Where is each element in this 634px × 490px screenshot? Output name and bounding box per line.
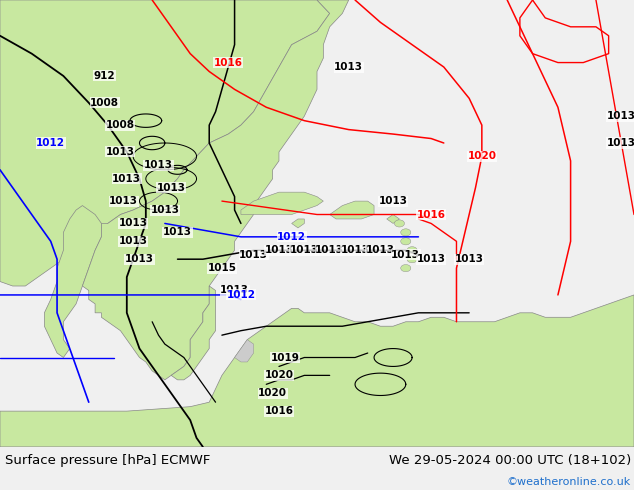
- Text: 1013: 1013: [378, 196, 408, 206]
- Text: 1013: 1013: [334, 62, 363, 72]
- Circle shape: [401, 229, 411, 236]
- Text: 1016: 1016: [214, 57, 243, 68]
- Text: 1013: 1013: [607, 138, 634, 148]
- Text: 1013: 1013: [163, 227, 192, 237]
- Text: 1013: 1013: [607, 111, 634, 121]
- Text: 1013: 1013: [340, 245, 370, 255]
- Circle shape: [401, 265, 411, 271]
- Text: 1013: 1013: [109, 196, 138, 206]
- Text: 1013: 1013: [125, 254, 154, 264]
- Text: We 29-05-2024 00:00 UTC (18+102): We 29-05-2024 00:00 UTC (18+102): [389, 454, 631, 467]
- Text: 1020: 1020: [467, 151, 496, 161]
- Polygon shape: [0, 0, 330, 286]
- Polygon shape: [171, 286, 216, 380]
- Text: 1020: 1020: [258, 388, 287, 398]
- Text: 1013: 1013: [417, 254, 446, 264]
- Text: 1013: 1013: [150, 205, 179, 215]
- Text: 1013: 1013: [106, 147, 135, 157]
- Text: 1013: 1013: [119, 236, 148, 246]
- Text: 1013: 1013: [144, 160, 173, 171]
- Polygon shape: [330, 201, 374, 219]
- Text: 1013: 1013: [112, 174, 141, 184]
- Polygon shape: [44, 206, 101, 358]
- Text: 1015: 1015: [207, 263, 236, 273]
- Text: 1013: 1013: [220, 286, 249, 295]
- Text: Surface pressure [hPa] ECMWF: Surface pressure [hPa] ECMWF: [5, 454, 210, 467]
- Polygon shape: [82, 0, 349, 380]
- Text: 1013: 1013: [119, 219, 148, 228]
- Text: 1016: 1016: [264, 406, 294, 416]
- Text: 1013: 1013: [157, 183, 186, 193]
- Text: 1008: 1008: [106, 120, 135, 130]
- Text: 1012: 1012: [277, 232, 306, 242]
- Polygon shape: [0, 295, 634, 447]
- Text: 1012: 1012: [226, 290, 256, 300]
- Text: 1013: 1013: [455, 254, 484, 264]
- Text: 1020: 1020: [264, 370, 294, 380]
- Text: 1013: 1013: [290, 245, 319, 255]
- Text: 1016: 1016: [417, 210, 446, 220]
- Polygon shape: [235, 340, 254, 362]
- Text: 912: 912: [94, 71, 115, 81]
- Text: 1013: 1013: [264, 245, 294, 255]
- Circle shape: [407, 256, 417, 263]
- Text: 1013: 1013: [366, 245, 395, 255]
- Text: 1012: 1012: [36, 138, 65, 148]
- Text: 1013: 1013: [239, 250, 268, 260]
- Circle shape: [394, 220, 404, 227]
- Polygon shape: [241, 192, 323, 215]
- Text: 1013: 1013: [315, 245, 344, 255]
- Text: ©weatheronline.co.uk: ©weatheronline.co.uk: [507, 477, 631, 487]
- Text: 1019: 1019: [271, 352, 300, 363]
- Text: 1008: 1008: [90, 98, 119, 108]
- Polygon shape: [292, 219, 304, 228]
- Circle shape: [401, 238, 411, 245]
- Polygon shape: [387, 215, 399, 223]
- Text: 1013: 1013: [391, 250, 420, 260]
- Circle shape: [407, 246, 417, 254]
